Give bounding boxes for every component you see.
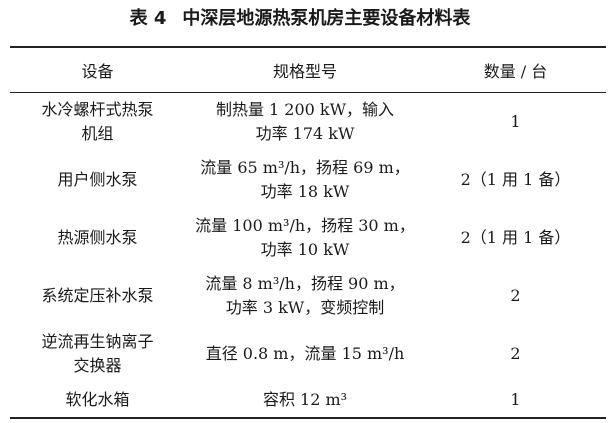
equipment-cell: 用户侧水泵 <box>10 151 185 209</box>
table-caption: 表 4 中深层地源热泵机房主要设备材料表 <box>0 4 616 30</box>
quantity-cell-line: 2（1 用 1 备） <box>460 170 571 189</box>
equipment-cell: 系统定压补水泵 <box>10 267 185 325</box>
spec-cell-line: 流量 8 m³/h，扬程 90 m， <box>205 274 405 293</box>
quantity-cell-line: 2 <box>510 286 521 305</box>
equipment-cell-line: 热源侧水泵 <box>57 228 138 247</box>
equipment-cell: 逆流再生钠离子 交换器 <box>10 325 185 383</box>
quantity-cell-line: 1 <box>510 390 521 409</box>
header-quantity: 数量 / 台 <box>483 62 548 81</box>
table-row: 热源侧水泵 流量 100 m³/h，扬程 30 m， 功率 10 kW 2（1 用 1… <box>10 209 606 267</box>
spec-cell-line: 功率 18 kW <box>260 182 350 201</box>
table-row: 软化水箱 容积 12 m³ 1 <box>10 383 606 418</box>
spec-cell-line: 制热量 1 200 kW，输入 <box>215 100 395 119</box>
equipment-cell: 水冷螺杆式热泵 机组 <box>10 93 185 152</box>
equipment-cell-line: 软化水箱 <box>65 390 130 409</box>
spec-cell: 制热量 1 200 kW，输入 功率 174 kW <box>185 93 425 152</box>
equipment-cell-line: 交换器 <box>73 356 122 375</box>
equipment-cell-line: 机组 <box>81 124 114 143</box>
equipment-cell-line: 水冷螺杆式热泵 <box>41 100 154 119</box>
equipment-cell: 热源侧水泵 <box>10 209 185 267</box>
spec-cell: 流量 8 m³/h，扬程 90 m， 功率 3 kW，变频控制 <box>185 267 425 325</box>
quantity-cell: 2（1 用 1 备） <box>425 209 606 267</box>
spec-cell-line: 功率 3 kW，变频控制 <box>225 298 385 317</box>
equipment-cell: 软化水箱 <box>10 383 185 418</box>
spec-cell-line: 功率 10 kW <box>260 240 350 259</box>
table-row: 用户侧水泵 流量 65 m³/h，扬程 69 m， 功率 18 kW 2（1 用 1 … <box>10 151 606 209</box>
table-row: 水冷螺杆式热泵 机组 制热量 1 200 kW，输入 功率 174 kW 1 <box>10 93 606 152</box>
quantity-cell: 2 <box>425 325 606 383</box>
quantity-cell: 1 <box>425 383 606 418</box>
table-number: 表 4 <box>129 8 167 29</box>
quantity-cell-line: 2 <box>510 344 521 363</box>
spec-cell: 流量 65 m³/h，扬程 69 m， 功率 18 kW <box>185 151 425 209</box>
header-row: 设备 规格型号 数量 / 台 <box>10 47 606 93</box>
spec-cell-line: 流量 65 m³/h，扬程 69 m， <box>200 158 410 177</box>
quantity-cell: 1 <box>425 93 606 152</box>
header-spec: 规格型号 <box>272 62 337 81</box>
spec-cell: 容积 12 m³ <box>185 383 425 418</box>
table-title: 中深层地源热泵机房主要设备材料表 <box>182 8 471 29</box>
header-equipment: 设备 <box>81 62 114 81</box>
quantity-cell: 2 <box>425 267 606 325</box>
spec-cell-line: 功率 174 kW <box>255 124 355 143</box>
spec-cell: 直径 0.8 m，流量 15 m³/h <box>185 325 425 383</box>
equipment-cell-line: 用户侧水泵 <box>57 170 138 189</box>
quantity-cell-line: 1 <box>510 112 521 131</box>
spec-cell: 流量 100 m³/h，扬程 30 m， 功率 10 kW <box>185 209 425 267</box>
equipment-cell-line: 系统定压补水泵 <box>41 286 154 305</box>
spec-cell-line: 直径 0.8 m，流量 15 m³/h <box>205 344 405 363</box>
equipment-table: 设备 规格型号 数量 / 台 水冷螺杆式热泵 机组 制热量 1 200 kW，输入功… <box>10 46 606 419</box>
table-row: 系统定压补水泵 流量 8 m³/h，扬程 90 m， 功率 3 kW，变频控制 2 <box>10 267 606 325</box>
quantity-cell-line: 2（1 用 1 备） <box>460 228 571 247</box>
spec-cell-line: 容积 12 m³ <box>262 390 348 409</box>
equipment-cell-line: 逆流再生钠离子 <box>41 332 154 351</box>
quantity-cell: 2（1 用 1 备） <box>425 151 606 209</box>
table-row: 逆流再生钠离子 交换器 直径 0.8 m，流量 15 m³/h 2 <box>10 325 606 383</box>
spec-cell-line: 流量 100 m³/h，扬程 30 m， <box>195 216 415 235</box>
